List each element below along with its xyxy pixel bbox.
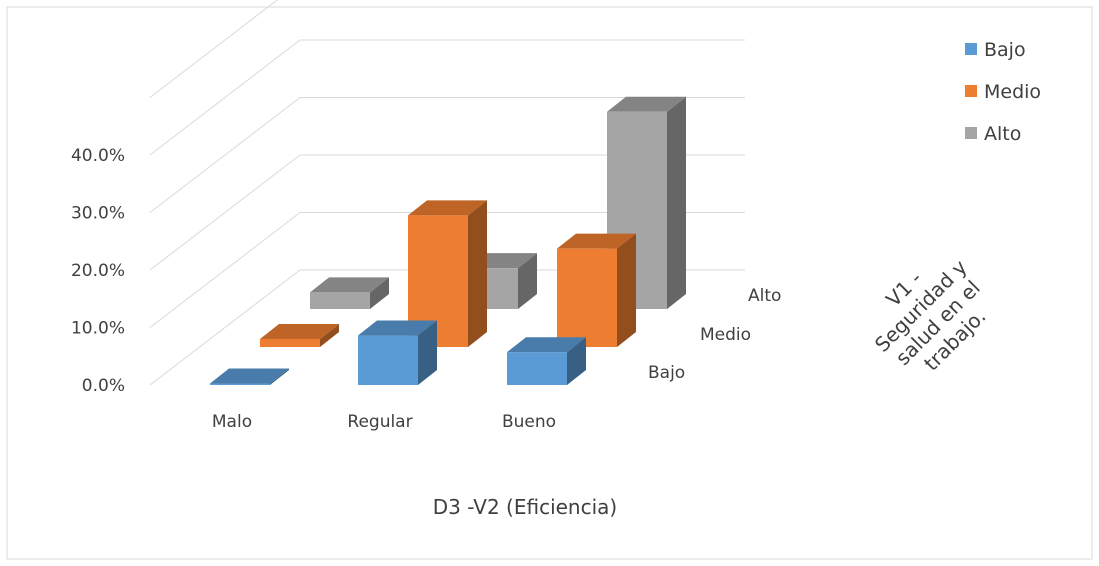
x-tick-label: Regular bbox=[347, 412, 412, 432]
bar-front-face bbox=[358, 335, 418, 385]
legend-swatch bbox=[965, 127, 977, 139]
bar-side-face bbox=[667, 96, 686, 310]
depth-tick-label: Bajo bbox=[648, 363, 685, 383]
bar-front-face bbox=[310, 292, 370, 309]
bar-top-face bbox=[557, 233, 636, 249]
gridline-side bbox=[149, 154, 301, 271]
bar-front-face bbox=[260, 338, 320, 347]
chart-border bbox=[6, 6, 1093, 560]
bar-side-face bbox=[418, 320, 437, 385]
bar-front-face bbox=[507, 352, 567, 385]
bar-front-face bbox=[557, 248, 617, 347]
y-tick-label: 10.0% bbox=[71, 319, 125, 339]
bar-top-face bbox=[210, 368, 289, 384]
bar-medio-malo bbox=[260, 323, 339, 347]
bar-side-face bbox=[468, 200, 487, 347]
bar-front-face bbox=[210, 383, 270, 385]
y-tick-label: 20.0% bbox=[71, 261, 125, 281]
bar-bajo-bueno bbox=[507, 337, 586, 385]
bars-layer bbox=[210, 96, 686, 385]
bar-medio-bueno bbox=[557, 233, 636, 347]
y-tick-label: 30.0% bbox=[71, 204, 125, 224]
bar-top-face bbox=[358, 320, 437, 336]
bar-side-face bbox=[270, 368, 289, 385]
depth-tick-label: Medio bbox=[700, 325, 751, 345]
bar-side-face bbox=[617, 233, 636, 347]
y-tick-label: 40.0% bbox=[71, 146, 125, 166]
legend: Bajo Medio Alto bbox=[965, 39, 1041, 145]
gridline-side bbox=[149, 0, 278, 98]
bar-alto-malo bbox=[310, 277, 389, 309]
legend-swatch bbox=[965, 43, 977, 55]
bar-top-face bbox=[310, 277, 389, 293]
depth-tick-label: Alto bbox=[748, 286, 781, 306]
labels-layer: 0.0% 10.0% 20.0% 30.0% 40.0% Malo Regular Bueno… bbox=[71, 146, 781, 432]
bar-bajo-regular bbox=[358, 320, 437, 385]
legend-label: Alto bbox=[984, 123, 1021, 145]
bar-bajo-malo bbox=[210, 368, 289, 385]
y-tick-label: 0.0% bbox=[82, 376, 125, 396]
bar-side-face bbox=[370, 277, 389, 309]
gridline-side bbox=[149, 39, 301, 156]
bar-top-face bbox=[260, 323, 339, 339]
gridline-side bbox=[149, 97, 301, 213]
x-axis-title: D3 -V2 (Eficiencia) bbox=[433, 495, 617, 519]
bar-side-face bbox=[518, 253, 537, 309]
bar-top-face bbox=[408, 200, 487, 216]
bar-top-face bbox=[507, 337, 586, 353]
bar-side-face bbox=[320, 323, 339, 347]
legend-label: Medio bbox=[984, 81, 1041, 103]
legend-label: Bajo bbox=[984, 39, 1026, 61]
x-tick-label: Bueno bbox=[502, 412, 556, 432]
gridline-side bbox=[149, 212, 301, 328]
x-tick-label: Malo bbox=[212, 412, 252, 432]
bar-side-face bbox=[567, 337, 586, 385]
gridline-side bbox=[149, 269, 301, 386]
legend-swatch bbox=[965, 85, 977, 97]
bar-top-face bbox=[607, 96, 686, 112]
